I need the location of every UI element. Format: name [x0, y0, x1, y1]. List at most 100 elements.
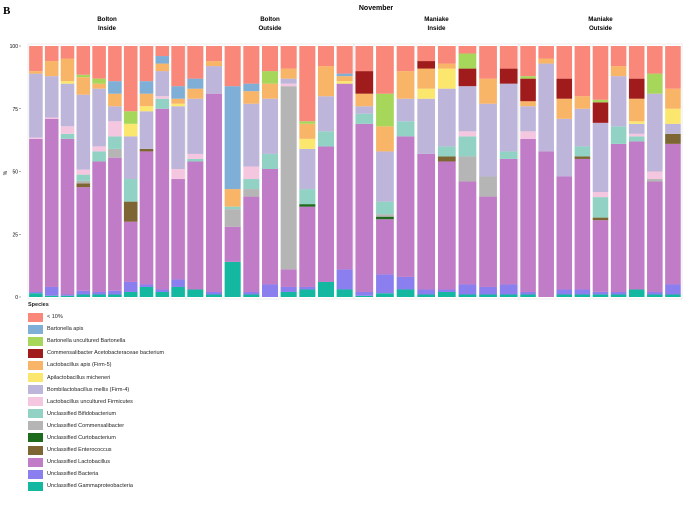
bar-segment — [458, 53, 477, 69]
bar-segment — [499, 151, 518, 159]
bar-segment — [171, 179, 185, 280]
bar-segment — [574, 294, 591, 297]
bar-segment — [417, 46, 436, 62]
bar-segment — [299, 206, 316, 287]
bar-segment — [647, 181, 663, 292]
bar-segment — [139, 46, 154, 82]
legend-swatch — [28, 324, 43, 334]
bar-segment — [60, 295, 75, 297]
bar-segment — [520, 101, 536, 107]
legend-label: Commensalibacter Acetobacteraceae bacter… — [47, 350, 165, 357]
bar-segment — [499, 46, 518, 69]
stacked-bar-chart: B November % 0255075100BoltonInsideA10B1… — [3, 5, 683, 300]
legend-label: Unclassified Enterococcus — [47, 447, 112, 454]
bar-segment — [205, 66, 223, 94]
bar-segment — [224, 46, 241, 87]
bar-segment — [647, 291, 663, 295]
bar-segment — [44, 61, 59, 77]
bar-segment — [592, 122, 609, 192]
bar-segment — [139, 111, 154, 149]
bar-segment — [417, 98, 436, 154]
bar-segment — [108, 81, 122, 94]
bar-segment — [538, 151, 554, 297]
bar-segment — [60, 138, 75, 295]
legend-swatch — [28, 421, 43, 431]
bar-segment — [376, 201, 394, 215]
bar-segment — [574, 108, 591, 147]
bar-segment — [479, 196, 497, 287]
legend-item: Bombilactobacillus mellis (Firm-4) — [28, 384, 328, 396]
panel-group-label: Bolton — [260, 16, 280, 23]
bar-segment — [336, 269, 353, 290]
bar-segment — [139, 106, 154, 112]
bar-segment — [123, 46, 138, 112]
bar-segment — [592, 294, 609, 297]
bar-segment — [76, 77, 91, 95]
bar-segment — [76, 187, 91, 291]
bar-segment — [437, 146, 456, 157]
bar-segment — [29, 73, 43, 138]
bar-segment — [665, 284, 681, 295]
bar-segment — [44, 295, 59, 297]
bar-segment — [317, 281, 335, 297]
bar-segment — [610, 46, 627, 67]
bar-segment — [261, 83, 279, 99]
bar-segment — [60, 126, 75, 134]
bar-segment — [299, 148, 316, 190]
bar-segment — [76, 294, 91, 297]
legend-label: Lactobacillus apis (Firm-5) — [47, 362, 112, 369]
bar-segment — [665, 143, 681, 285]
bar-segment — [243, 103, 260, 167]
bar-segment — [665, 108, 681, 124]
bar-segment — [336, 81, 353, 84]
bar-segment — [187, 88, 204, 99]
bar-segment — [458, 284, 477, 295]
bar-segment — [108, 106, 122, 122]
bar-segment — [171, 98, 185, 104]
bar-segment — [60, 58, 75, 82]
bar-segment — [376, 219, 394, 275]
bar-segment — [376, 214, 394, 217]
bar-segment — [396, 136, 415, 277]
bar-segment — [243, 291, 260, 295]
bar-segment — [317, 131, 335, 147]
bar-segment — [437, 63, 456, 69]
bar-segment — [187, 289, 204, 297]
bar-segment — [336, 73, 353, 77]
bar-segment — [556, 98, 573, 119]
bar-segment — [556, 78, 573, 99]
bar-segment — [336, 83, 353, 270]
bar-segment — [479, 294, 497, 297]
bar-segment — [610, 143, 627, 292]
bar-segment — [437, 88, 456, 147]
bar-segment — [647, 93, 663, 172]
bar-segment — [665, 88, 681, 109]
bar-segment — [123, 111, 138, 124]
legend-swatch — [28, 360, 43, 370]
bar-segment — [299, 123, 316, 139]
bar-segment — [396, 276, 415, 290]
bar-segment — [44, 118, 59, 287]
bar-segment — [205, 291, 223, 295]
bar-segment — [171, 86, 185, 99]
bar-segment — [187, 161, 204, 290]
legend-swatch — [28, 385, 43, 395]
bar-segment — [205, 46, 223, 62]
bar-segment — [592, 220, 609, 292]
bar-segment — [139, 284, 154, 287]
bar-segment — [224, 206, 241, 210]
bar-segment — [647, 171, 663, 180]
legend-item: Unclassified Enterococcus — [28, 444, 328, 456]
legend-label: Unclassified Bacteria — [47, 471, 99, 478]
bar-segment — [556, 176, 573, 290]
legend-rows: < 10% Bartonella apis Bartonella unculture… — [28, 311, 328, 492]
legend-swatch — [28, 373, 43, 383]
bar-segment — [76, 183, 91, 188]
bar-segment — [520, 131, 536, 139]
bar-segment — [92, 88, 106, 147]
bar-segment — [628, 98, 645, 122]
bar-segment — [479, 78, 497, 104]
bar-segment — [499, 83, 518, 152]
bar-segment — [76, 169, 91, 175]
legend-label: Bombilactobacillus mellis (Firm-4) — [47, 386, 130, 393]
